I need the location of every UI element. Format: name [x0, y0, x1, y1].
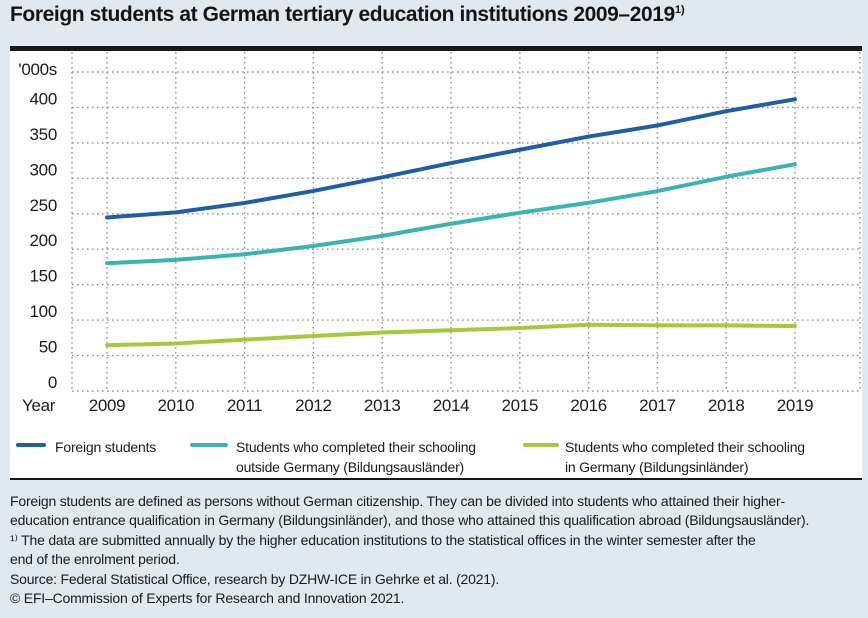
x-tick-label: 2016: [570, 396, 607, 415]
legend-label-bildungsinlaender: Students who completed their schooling i…: [565, 439, 805, 475]
legend-label-foreign-students: Foreign students: [55, 439, 157, 455]
x-tick-label: 2018: [708, 396, 745, 415]
y-tick-label: 50: [39, 338, 57, 357]
x-tick-label: 2013: [364, 396, 401, 415]
y-tick-label: 200: [30, 231, 57, 250]
x-axis-label: Year: [22, 396, 56, 415]
y-tick-label: 250: [30, 196, 57, 215]
title-footnote-marker: 1): [674, 4, 685, 16]
x-tick-label: 2015: [501, 396, 538, 415]
page-title-text: Foreign students at German tertiary educ…: [10, 3, 675, 26]
x-tick-label: 2010: [157, 396, 194, 415]
x-tick-label: 2012: [295, 396, 332, 415]
y-tick-label: 150: [30, 267, 57, 286]
x-tick-label: 2009: [89, 396, 126, 415]
legend-label-bildungsauslaender: Students who completed their schooling o…: [236, 439, 476, 475]
y-tick-label: 100: [30, 302, 57, 321]
line-chart: 0 50 100 150 200 250 300 350 400 '000s Year 2009 201…: [18, 52, 861, 415]
y-tick-label: 0: [48, 373, 57, 392]
footnotes: Foreign students are defined as persons …: [10, 493, 810, 607]
chart-panel: [10, 51, 862, 478]
y-axis-unit-label: '000s: [18, 60, 57, 79]
legend-marker-bildungsauslaender: [190, 443, 228, 447]
legend-marker-foreign-students: [16, 443, 46, 447]
y-tick-label: 300: [30, 160, 57, 179]
x-tick-label: 2019: [777, 396, 814, 415]
series-line-0: [105, 97, 797, 220]
y-tick-label: 350: [30, 125, 57, 144]
legend-marker-bildungsinlaender: [523, 443, 559, 447]
series-line-1: [105, 162, 797, 266]
x-tick-label: 2017: [639, 396, 676, 415]
x-tick-label: 2014: [433, 396, 470, 415]
y-tick-label: 400: [30, 89, 57, 108]
page-title: Foreign students at German tertiary educ…: [10, 3, 685, 27]
series-line-2: [105, 322, 797, 348]
x-tick-label: 2011: [227, 396, 262, 415]
legend-divider-rule: [10, 478, 862, 480]
title-divider-rule: [10, 46, 862, 51]
